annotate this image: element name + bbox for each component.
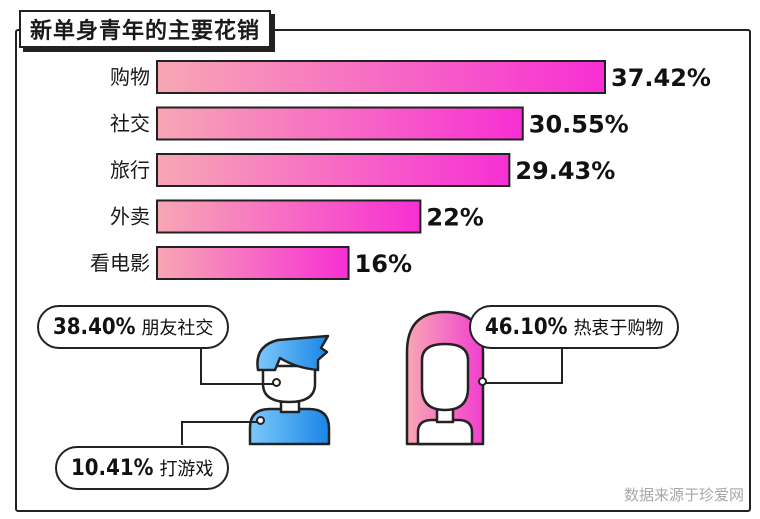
callout-shopping-value: 46.10% (485, 314, 568, 340)
value-label-4: 16% (355, 250, 412, 278)
leader-dot-social (272, 378, 281, 387)
value-label-0: 37.42% (611, 64, 711, 92)
chart-title-box: 新单身青年的主要花销 (19, 10, 272, 48)
leader-line-shopping (486, 348, 563, 384)
bar-3 (156, 199, 422, 234)
bar-2 (156, 153, 511, 187)
source-note: 数据来源于珍爱网 (623, 486, 744, 504)
chart-frame (15, 29, 751, 512)
callout-shopping: 46.10% 热衷于购物 (469, 305, 680, 349)
leader-line-games (181, 421, 262, 445)
callout-games-value: 10.41% (71, 455, 154, 481)
callout-social: 38.40% 朋友社交 (37, 305, 230, 349)
category-label-1: 社交 (110, 112, 150, 136)
man-avatar-icon (248, 334, 331, 446)
value-label-3: 22% (426, 204, 483, 232)
callout-games-label: 打游戏 (159, 459, 214, 480)
callout-social-label: 朋友社交 (141, 318, 214, 339)
value-label-1: 30.55% (529, 111, 629, 139)
category-label-4: 看电影 (90, 251, 150, 275)
leader-dot-shopping (478, 377, 487, 386)
callout-shopping-label: 热衷于购物 (573, 318, 664, 339)
category-label-0: 购物 (110, 65, 150, 89)
category-label-2: 旅行 (110, 158, 150, 182)
callout-games: 10.41% 打游戏 (55, 446, 230, 490)
leader-dot-games (256, 416, 265, 425)
bar-4 (156, 246, 350, 280)
category-label-3: 外卖 (110, 205, 150, 229)
bar-0 (156, 60, 606, 94)
bar-1 (156, 106, 524, 141)
value-label-2: 29.43% (515, 157, 615, 185)
chart-title: 新单身青年的主要花销 (30, 19, 261, 44)
woman-avatar-icon (405, 310, 485, 446)
leader-line-social (200, 347, 277, 385)
callout-social-value: 38.40% (53, 314, 136, 340)
